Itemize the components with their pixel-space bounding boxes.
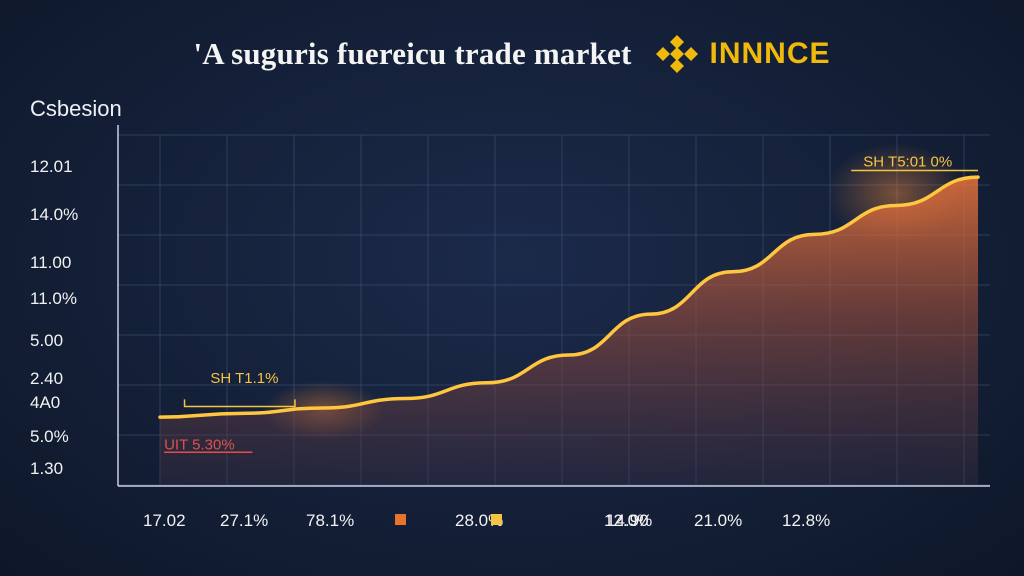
x-tick-label: 27.1% [220, 511, 268, 530]
brand-name: INNNCE [709, 37, 831, 70]
x-tick-label: 12.8% [782, 511, 830, 530]
brand-logo: INNNCE [648, 32, 831, 76]
x-tick-label: 17.02 [143, 511, 186, 530]
y-tick-label: 1.30 [30, 459, 63, 478]
y-axis-ticks: 12.01 14.0% 11.00 11.0% 5.00 2.40 4A0 5.0% 1.30 [30, 157, 78, 478]
annotation-label: UIT 5.30% [164, 437, 235, 454]
y-tick-label: 2.40 [30, 369, 63, 388]
y-tick-label: 12.01 [30, 157, 73, 176]
annotations: SH T1.1% UIT 5.30% SH T5:01 0% [164, 153, 978, 454]
area-fill [160, 177, 978, 486]
x-tick-label: 14.90 [606, 511, 649, 530]
annotation-bracket [183, 399, 296, 408]
y-tick-label: 5.0% [30, 427, 69, 446]
chart-title: 'A suguris fuereicu trade market [193, 36, 632, 71]
x-tick-marker [491, 514, 502, 525]
y-axis-title: Csbesion [30, 96, 122, 121]
series-line [158, 175, 980, 419]
binance-diamond-icon [655, 35, 698, 73]
y-tick-label: 5.00 [30, 331, 63, 350]
x-tick-marker [395, 514, 406, 525]
y-tick-label: 14.0% [30, 205, 78, 224]
annotation-label: SH T5:01 0% [863, 153, 952, 170]
x-tick-label: 78.1% [306, 511, 354, 530]
header: 'A suguris fuereicu trade market INNNCE [0, 32, 1024, 76]
x-tick-label: 12.0% [604, 511, 652, 530]
axes [117, 125, 990, 487]
y-tick-label: 11.0% [30, 289, 77, 308]
x-tick-label: 21.0% [694, 511, 742, 530]
annotation-label: SH T1.1% [210, 370, 278, 387]
y-tick-label: 4A0 [30, 393, 60, 412]
y-tick-label: 11.00 [30, 253, 71, 272]
